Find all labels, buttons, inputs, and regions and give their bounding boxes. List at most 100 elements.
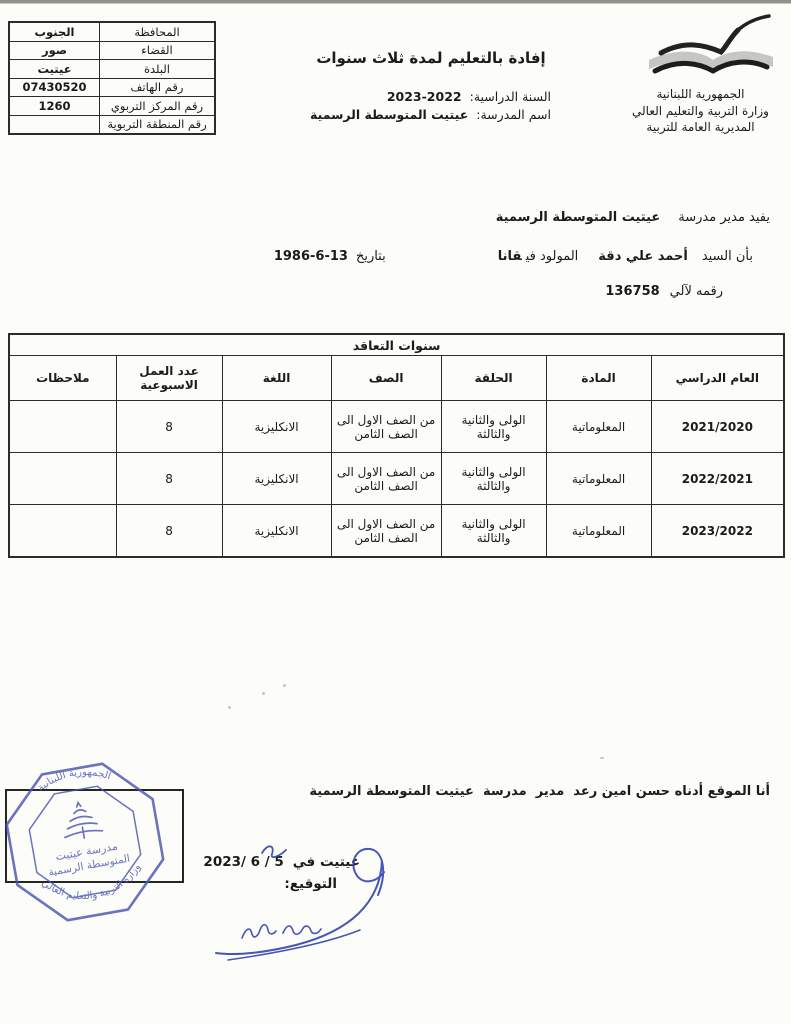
school-name: عيتيت المتوسطة الرسمية [495,210,661,225]
signature-label: التوقيع: [284,876,337,892]
phone-number: 07430520 [22,80,87,95]
info-row: المحافظة الجنوب [8,21,216,42]
signature-tail [215,860,383,955]
cell-language: الانكليزية [221,504,332,558]
info-value: 07430520 [8,77,100,97]
birth-place: قانا [497,249,522,264]
info-value: 1260 [8,96,100,116]
cell-weekly-hours: 8 [115,452,223,505]
cell-subject: المعلوماتية [545,504,652,558]
scan-edge-artifact [0,0,791,4]
year-value: 2021/2020 [681,419,753,434]
table-title: سنوات التعاقد [8,333,785,356]
contract-years-table: سنوات التعاقد العام الدراسي المادة الحلق… [8,333,786,558]
info-label: المحافظة [99,21,216,42]
cell-notes [8,452,117,505]
cell-cycle: الولى والثانية والثالثة [440,504,547,558]
computer-number-label: رقمه لآلي [669,284,723,299]
academic-year-field: السنة الدراسية: 2023-2022 [310,88,551,106]
table-row: 2023/2022 المعلوماتية الولى والثانية وال… [8,504,785,558]
logo-top-swoosh [658,27,741,56]
statement-line-1: يفيد مدير مدرسة عيتيت المتوسطة الرسمية [496,210,770,225]
cell-subject: المعلوماتية [545,452,652,505]
info-value: عيتيت [8,59,100,79]
statement-line-3: رقمه لآلي 136758 [605,284,723,299]
info-row: رقم المركز التربوي 1260 [8,96,216,116]
signature-mark [215,845,385,961]
date-value: 2023/ 6 / 5 [203,854,284,870]
table-title-row: سنوات التعاقد [8,333,785,356]
cell-academic-year: 2022/2021 [650,452,785,505]
info-label: رقم المنطقة التربوية [99,114,216,135]
scan-speck [600,757,604,759]
signature-loop [352,847,385,896]
info-row: رقم الهاتف 07430520 [8,77,216,97]
info-label: البلدة [99,59,216,79]
info-value: صور [8,40,100,60]
logo-gray-band [649,51,773,69]
ministry-header: الجمهورية اللبنانية وزارة التربية والتعل… [610,86,791,136]
table-header-row: العام الدراسي المادة الحلقة الصف اللغة ع… [8,355,785,401]
info-value: الجنوب [8,21,100,42]
field-value: 2023-2022 [386,89,462,104]
birth-date: 1986-6-13 [273,249,348,264]
cedar-tree-icon [64,800,104,839]
cell-language: الانكليزية [221,452,332,505]
info-label: رقم الهاتف [99,77,216,97]
statement-line-2: بأن السيد أحمد علي دقة المولود فيقانا بتاري… [274,249,753,264]
cell-cycle: الولى والثانية والثالثة [440,452,547,505]
statement-prefix: يفيد مدير مدرسة [678,210,770,225]
signature-underline [227,929,361,961]
stamp-inner-octagon [28,785,142,899]
table-row: 2022/2021 المعلوماتية الولى والثانية وال… [8,452,785,505]
table-row: 2021/2020 المعلوماتية الولى والثانية وال… [8,400,785,453]
place-label: عيتيت في [292,854,360,870]
cell-notes [8,400,117,453]
year-value: 2023/2022 [681,523,753,538]
cell-subject: المعلوماتية [545,400,652,453]
info-label: القضاء [99,40,216,60]
scan-speck [283,684,286,687]
field-label: اسم المدرسة: [476,107,551,122]
cell-grades: من الصف الاول الى الصف الثامن [330,452,442,505]
info-label: رقم المركز التربوي [99,96,216,116]
school-name-field: اسم المدرسة: عيتيت المتوسطة الرسمية [310,106,551,124]
ministry-line: المديرية العامة للتربية [646,120,755,134]
cell-cycle: الولى والثانية والثالثة [440,400,547,453]
year-value: 2022/2021 [681,471,753,486]
document-title: إفادة بالتعليم لمدة ثلاث سنوات [316,49,546,67]
statement-prefix: بأن السيد [701,249,753,264]
column-header-notes: ملاحظات [8,355,117,401]
scan-speck [228,706,231,709]
header-fields: السنة الدراسية: 2023-2022 اسم المدرسة: عيت… [310,88,551,124]
school-info-table: المحافظة الجنوب القضاء صور البلدة عيتيت … [8,21,216,135]
scan-speck [262,692,265,695]
logo-bottom-left-swoosh [652,61,716,74]
date-label: بتاريخ [355,249,386,264]
column-header-weekly-hours: عدد العمل الاسبوعية [115,355,223,401]
logo-flying-page [736,14,771,32]
cell-weekly-hours: 8 [115,400,223,453]
cell-notes [8,504,117,558]
info-value [8,114,100,135]
info-row: البلدة عيتيت [8,59,216,79]
stamp-frame-box [5,789,184,883]
signature-name-script [241,923,322,939]
cell-language: الانكليزية [221,400,332,453]
info-row: رقم المنطقة التربوية [8,114,216,135]
computer-number: 136758 [605,284,660,299]
column-header-academic-year: العام الدراسي [650,355,785,401]
column-header-cycle: الحلقة [440,355,547,401]
field-label: السنة الدراسية: [469,89,551,104]
column-header-subject: المادة [545,355,652,401]
person-name: أحمد علي دقة [598,249,688,264]
cell-weekly-hours: 8 [115,504,223,558]
column-header-language: اللغة [221,355,332,401]
column-header-grade: الصف [330,355,442,401]
field-value: عيتيت المتوسطة الرسمية [310,107,469,122]
ministry-line: الجمهورية اللبنانية [656,87,745,101]
logo-bottom-right-swoosh [710,59,770,74]
ministry-open-book-logo-icon [649,14,773,74]
cell-grades: من الصف الاول الى الصف الثامن [330,504,442,558]
